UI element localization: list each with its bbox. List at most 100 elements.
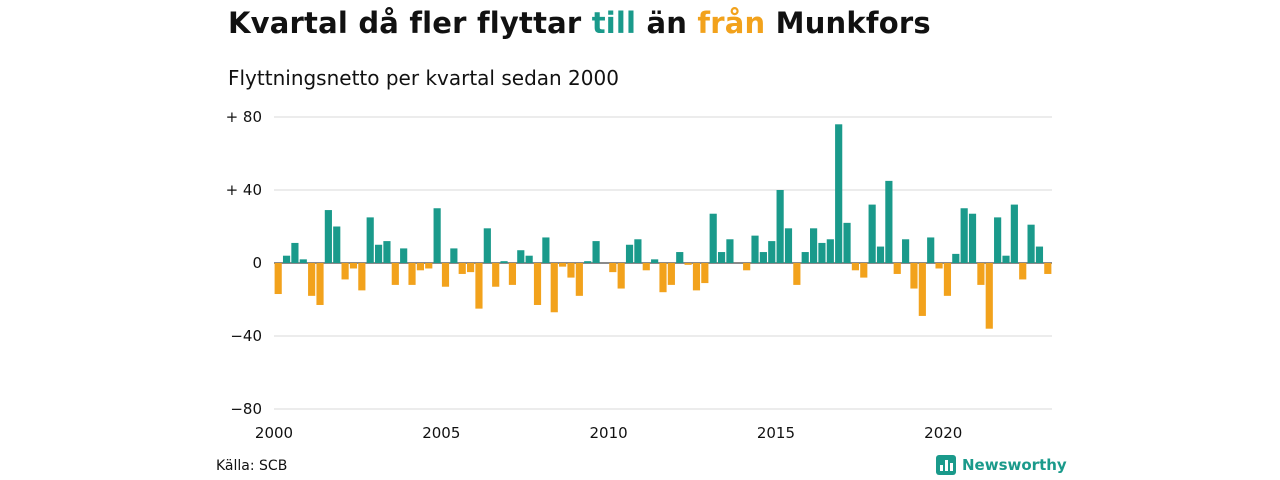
bar-negative [943, 263, 952, 296]
title-part-3: Munkfors [765, 6, 931, 40]
bar-negative [441, 263, 450, 287]
bar-negative [274, 263, 282, 295]
bar-negative [860, 263, 868, 278]
bar-negative [667, 263, 675, 285]
bar-positive [383, 241, 391, 263]
bar-positive [709, 213, 717, 263]
bar-negative [391, 263, 399, 285]
bar-positive [784, 228, 793, 263]
bar-positive [676, 252, 684, 263]
bar-positive [291, 242, 299, 263]
bar-negative [475, 263, 483, 309]
bar-positive [500, 261, 508, 263]
bar-positive [868, 204, 876, 263]
bar-negative [508, 263, 517, 285]
title-fran: från [697, 6, 766, 40]
source-note: Källa: SCB [216, 458, 288, 474]
bar-positive [835, 124, 843, 263]
bar-positive [902, 239, 910, 263]
bar-chart: + 80 + 40 0 −40 −80 2000 2005 2010 2015 2020 [226, 108, 1052, 442]
chart-title: Kvartal då fler flyttar till än från Mun… [228, 6, 931, 40]
bar-positive [810, 228, 818, 263]
bar-positive [968, 213, 977, 263]
bar-negative [910, 263, 918, 289]
bar-negative [935, 263, 943, 269]
bar-negative [659, 263, 667, 293]
y-axis-labels: + 80 + 40 0 −40 −80 [226, 108, 262, 418]
bar-positive [450, 248, 458, 263]
bar-negative [851, 263, 859, 271]
title-till: till [591, 6, 637, 40]
bar-positive [876, 246, 885, 263]
bar-negative [642, 263, 650, 271]
bar-positive [525, 255, 533, 263]
bar-negative [492, 263, 500, 287]
bar-negative [559, 263, 567, 267]
bar-positive [1002, 255, 1010, 263]
bar-positive [751, 235, 759, 264]
bar-negative [308, 263, 316, 296]
bar-negative [985, 263, 993, 329]
title-part-1: Kvartal då fler flyttar [228, 6, 592, 40]
bar-negative [458, 263, 466, 274]
y-tick-label: −40 [230, 327, 262, 345]
x-axis-labels: 2000 2005 2010 2015 2020 [255, 424, 962, 442]
bar-negative [567, 263, 575, 278]
bar-positive [726, 239, 734, 263]
bar-negative [416, 263, 424, 271]
brand-name: Newsworthy [962, 456, 1067, 474]
bar-negative [684, 263, 692, 265]
bar-negative [1019, 263, 1027, 280]
bar-positive [952, 253, 960, 264]
bar-negative [575, 263, 583, 296]
bar-negative [743, 263, 751, 271]
x-tick-label: 2000 [255, 424, 293, 442]
bar-negative [609, 263, 617, 273]
bar-negative [793, 263, 801, 285]
y-tick-label: 0 [252, 254, 262, 272]
bar-negative [893, 263, 901, 274]
bar-positive [324, 210, 332, 263]
bar-chart-icon [936, 455, 956, 475]
x-tick-label: 2010 [590, 424, 628, 442]
bar-positive [717, 252, 726, 263]
bar-positive [776, 190, 784, 263]
y-tick-label: −80 [230, 400, 262, 418]
bar-positive [1010, 204, 1018, 263]
bar-positive [483, 228, 491, 263]
bar-positive [651, 259, 659, 263]
bar-positive [592, 241, 600, 263]
bar-positive [625, 244, 634, 263]
bar-positive [801, 252, 809, 263]
x-tick-label: 2020 [924, 424, 962, 442]
chart-subtitle: Flyttningsnetto per kvartal sedan 2000 [228, 66, 619, 90]
bar-negative [692, 263, 701, 291]
bar-positive [994, 217, 1002, 264]
bar-negative [1044, 263, 1052, 274]
newsworthy-logo[interactable]: Newsworthy [936, 455, 1067, 475]
bar-positive [927, 237, 935, 263]
bar-negative [316, 263, 324, 305]
bar-positive [885, 180, 893, 264]
bar-negative [550, 263, 558, 313]
bar-negative [533, 263, 542, 305]
x-tick-label: 2005 [422, 424, 460, 442]
bar-positive [759, 252, 767, 263]
bar-negative [977, 263, 985, 285]
bar-positive [1035, 246, 1044, 263]
bar-positive [542, 237, 550, 263]
bars [274, 124, 1052, 329]
bar-positive [1027, 224, 1035, 263]
bar-positive [282, 255, 291, 263]
bar-positive [400, 248, 408, 263]
bar-positive [768, 241, 776, 263]
bar-positive [843, 222, 851, 263]
bar-negative [918, 263, 926, 316]
bar-positive [299, 259, 307, 263]
bar-positive [634, 239, 642, 263]
y-tick-label: + 40 [226, 181, 262, 199]
bar-negative [349, 263, 358, 269]
bar-positive [433, 208, 441, 263]
bar-positive [517, 250, 525, 263]
bar-positive [366, 217, 374, 264]
